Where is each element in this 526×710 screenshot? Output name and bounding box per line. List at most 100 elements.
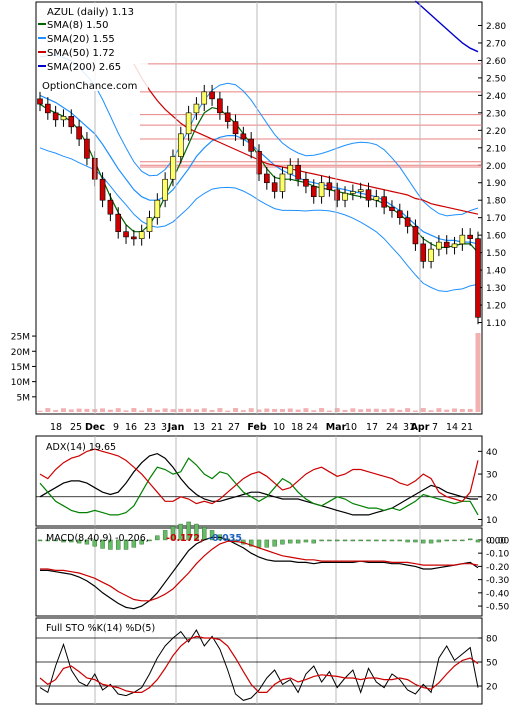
volume-bar	[303, 408, 309, 412]
candle-body	[365, 189, 372, 201]
macd-histogram-bar	[248, 539, 254, 547]
sto-title: Full STO %K(14) %D(5)	[46, 623, 155, 634]
macd-histogram-bar	[467, 538, 473, 541]
candle-body	[201, 91, 208, 105]
macd-histogram-bar	[319, 539, 324, 542]
macd-histogram-bar	[69, 539, 74, 543]
volume-bar	[475, 333, 481, 412]
price-tick-label: 2.00	[486, 162, 506, 172]
candle-body	[396, 210, 403, 218]
indicator-tick-label: 80	[486, 635, 498, 645]
macd-histogram-bar	[272, 539, 277, 547]
macd-histogram-bar	[436, 539, 442, 543]
candle-body	[240, 133, 247, 140]
volume-bar	[201, 408, 207, 412]
candle-body	[420, 243, 427, 262]
x-tick-label: 7	[432, 422, 438, 433]
indicator-tick-label: 30	[486, 471, 498, 481]
volume-bar	[123, 410, 129, 412]
candle-body	[287, 164, 294, 175]
candle-body	[193, 103, 200, 114]
candle-body	[271, 182, 278, 192]
candle-body	[326, 182, 333, 191]
macd-histogram-bar	[194, 523, 199, 541]
candle-body	[475, 238, 481, 318]
x-tick-label: 16	[125, 422, 137, 433]
candle-body	[334, 189, 341, 201]
macd-histogram-bar	[405, 539, 410, 543]
macd-line	[40, 536, 479, 610]
macd-histogram-bar	[37, 539, 43, 542]
volume-tick-label: 20M	[11, 348, 30, 358]
candle-body	[303, 178, 309, 187]
macd-histogram-bar	[342, 539, 348, 542]
macd-annotation-2: -0.035	[208, 533, 242, 544]
candle-body	[451, 243, 458, 248]
price-tick-label: 1.30	[486, 284, 506, 294]
price-tick-label: 1.20	[486, 302, 506, 312]
macd-histogram-bar	[100, 539, 105, 549]
volume-bar	[397, 409, 403, 412]
macd-signal-line	[40, 540, 479, 602]
macd-histogram-bar	[61, 539, 66, 543]
candle-body	[232, 121, 239, 135]
price-tick-label: 2.70	[486, 39, 506, 49]
volume-bar	[147, 408, 152, 412]
x-tick-label: 18	[50, 422, 62, 433]
macd-histogram-bar	[76, 539, 82, 544]
watermark: OptionChance.com	[42, 81, 137, 92]
macd-histogram-bar	[209, 530, 215, 541]
volume-bar	[178, 408, 184, 412]
candle-body	[45, 103, 51, 114]
legend-sma50: SMA(50) 1.72	[47, 48, 115, 59]
volume-bar	[311, 410, 317, 412]
macd-histogram-bar	[92, 539, 97, 547]
volume-bar	[272, 408, 278, 412]
candle-body	[310, 185, 317, 198]
volume-bar	[115, 408, 121, 412]
adx-series-0	[39, 452, 478, 516]
volume-bar	[170, 409, 176, 412]
macd-histogram-bar	[350, 539, 356, 542]
volume-bar	[452, 408, 458, 412]
indicator-tick-label: 40	[486, 448, 498, 458]
x-tick-label: Jan	[167, 422, 185, 433]
volume-tick-label: 25M	[11, 333, 30, 343]
macd-histogram-bar	[53, 539, 58, 542]
adx-panel	[35, 435, 483, 527]
candle-body	[373, 196, 380, 201]
legend-swatch-sma8	[38, 23, 46, 25]
price-tick-label: 1.40	[486, 267, 506, 277]
x-tick-label: 27	[228, 422, 240, 433]
price-legend: AZUL (daily) 1.13 SMA(8) 1.50 SMA(20) 1.…	[38, 3, 148, 92]
macd-histogram-bar	[123, 539, 129, 550]
volume-bar	[45, 408, 51, 412]
candle-body	[68, 116, 75, 128]
volume-bar	[162, 408, 168, 412]
price-tick-label: 1.80	[486, 197, 506, 207]
volume-bar	[358, 409, 364, 412]
x-tick-label: Dec	[85, 422, 105, 433]
candle-body	[115, 213, 122, 232]
x-tick-label: 10	[345, 422, 357, 433]
macd-histogram-bar	[147, 539, 152, 542]
price-tick-label: 1.60	[486, 232, 506, 242]
x-tick-label: 18	[291, 422, 303, 433]
price-title: AZUL (daily) 1.13	[47, 7, 134, 18]
macd-histogram-bar	[162, 530, 168, 541]
candle-body	[185, 112, 192, 135]
macd-histogram-bar	[366, 539, 371, 542]
candle-body	[350, 191, 356, 194]
candle-body	[248, 138, 254, 152]
indicator-tick-label: -0.50	[486, 603, 510, 613]
bollinger-lower	[39, 147, 479, 293]
macd-histogram-bar	[155, 535, 160, 541]
candle-body	[467, 234, 473, 239]
volume-bar	[233, 408, 239, 412]
candle-body	[389, 206, 395, 211]
volume-bar	[389, 408, 395, 412]
volume-bar	[76, 408, 82, 412]
volume-bar	[420, 408, 426, 412]
x-tick-label: 21	[461, 422, 473, 433]
